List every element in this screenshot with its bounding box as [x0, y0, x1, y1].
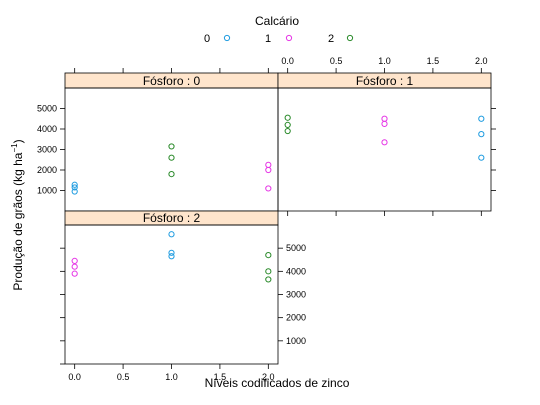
data-point [168, 231, 175, 238]
x-tick-label: 0.0 [68, 372, 81, 382]
data-point [478, 131, 485, 138]
panel-frame [64, 224, 279, 365]
y-tick-label: 5000 [37, 104, 57, 114]
x-tick-label: 2.0 [262, 372, 275, 382]
data-point [168, 143, 175, 150]
data-point [381, 139, 388, 146]
legend-label-2: 2 [328, 33, 334, 45]
data-point [71, 188, 78, 195]
data-point [168, 253, 175, 260]
y-tick-label: 1000 [37, 186, 57, 196]
legend: 0 1 2 [204, 33, 354, 45]
data-point [284, 114, 291, 121]
legend-marker-1 [285, 34, 293, 42]
data-point [168, 154, 175, 161]
data-point [478, 154, 485, 161]
y-axis-label: Produção de grãos (kg ha−1) [10, 139, 25, 290]
data-point [381, 115, 388, 122]
y-tick-label: 5000 [286, 243, 306, 253]
data-point [478, 115, 485, 122]
panel-1: Fósforo : 1 0.0 0.5 1.0 1.5 2.0 [277, 56, 496, 216]
panel-0: Fósforo : 0 1000 2000 3000 4000 5000 [37, 68, 279, 212]
data-point [265, 161, 272, 168]
x-axis-label: Níveis codificados de zinco [205, 376, 350, 390]
data-point [71, 184, 78, 191]
legend-marker-2 [346, 34, 354, 42]
data-point [265, 166, 272, 174]
x-tick-label: 1.5 [214, 372, 227, 382]
y-axis-label-main: Produção de grãos (kg ha [11, 152, 25, 290]
y-tick-label: 1000 [286, 336, 306, 346]
data-point [71, 263, 78, 270]
x-tick-label: 0.5 [330, 56, 343, 66]
data-point [284, 121, 291, 129]
data-point [265, 276, 272, 283]
x-tick-label: 0.0 [281, 56, 294, 66]
y-tick-label: 2000 [37, 165, 57, 175]
data-point [71, 181, 78, 188]
strip-label: Fósforo : 1 [356, 74, 414, 88]
legend-marker-0 [223, 34, 231, 42]
data-point [168, 249, 175, 256]
x-tick-label: 1.0 [378, 56, 391, 66]
legend-label-0: 0 [204, 33, 210, 45]
data-point [265, 268, 272, 275]
x-tick-label: 2.0 [475, 56, 488, 66]
x-tick-label: 1.5 [427, 56, 440, 66]
strip-label: Fósforo : 0 [143, 74, 201, 88]
data-point [265, 252, 272, 259]
data-point [284, 127, 291, 135]
y-axis-label-superscript: −1 [10, 143, 19, 153]
x-tick-label: 1.0 [165, 372, 178, 382]
data-point [265, 185, 272, 192]
data-point [168, 171, 175, 178]
data-point [71, 270, 78, 277]
legend-label-1: 1 [265, 33, 271, 45]
data-point [381, 120, 388, 127]
legend-title: Calcário [255, 14, 299, 28]
y-tick-label: 4000 [37, 124, 57, 134]
y-tick-label: 2000 [286, 313, 306, 323]
panel-frame [277, 87, 492, 212]
y-tick-label: 3000 [37, 145, 57, 155]
data-point [71, 257, 78, 265]
x-tick-label: 0.5 [117, 372, 130, 382]
y-tick-label: 3000 [286, 290, 306, 300]
y-axis-label-end: ) [11, 139, 25, 143]
strip-label: Fósforo : 2 [143, 211, 201, 225]
panel-2: Fósforo : 2 1000 2000 3000 4000 5000 0.0 0.5 1.0… [60, 210, 306, 382]
y-tick-label: 4000 [286, 266, 306, 276]
